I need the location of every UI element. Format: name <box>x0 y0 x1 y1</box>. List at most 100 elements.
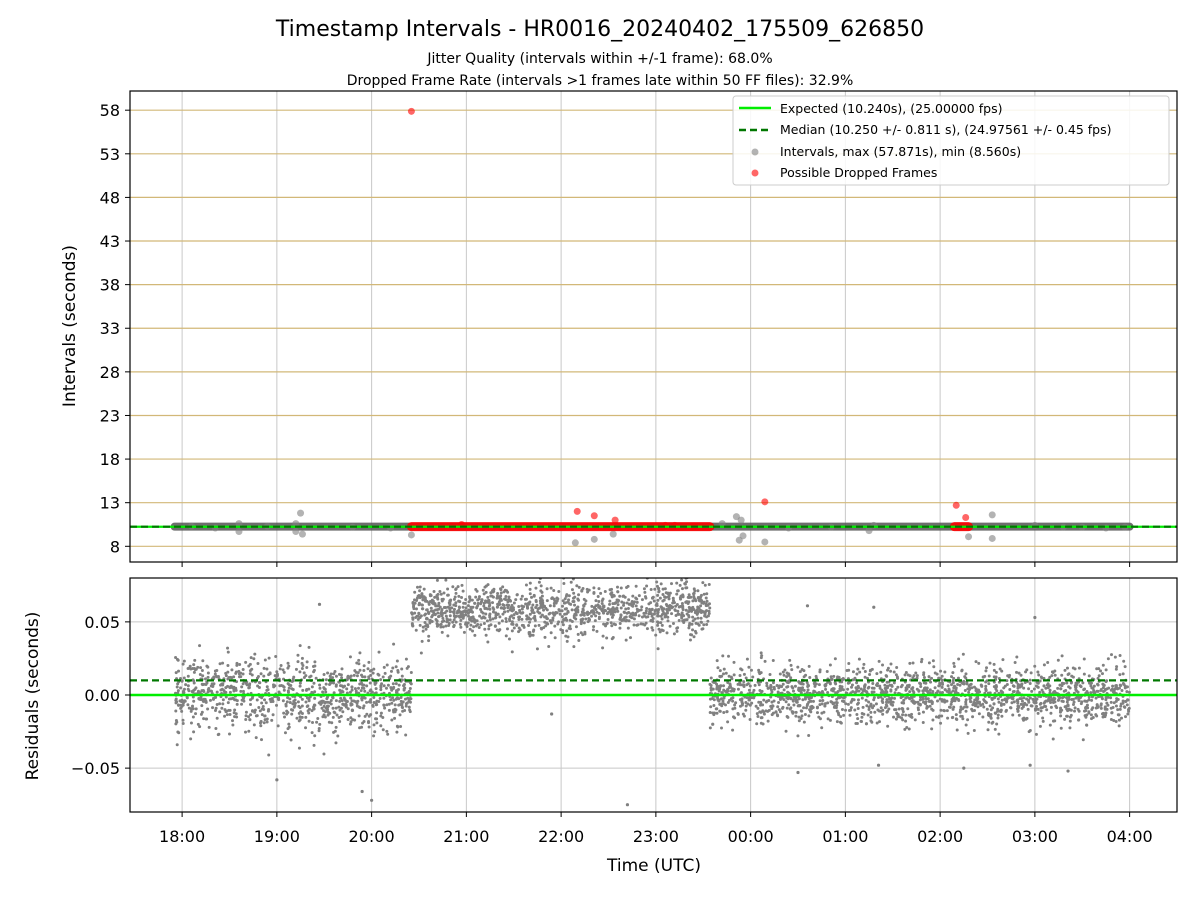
residual-point <box>311 664 315 668</box>
residual-point <box>977 661 981 665</box>
residual-point <box>1022 696 1026 700</box>
residual-point <box>247 715 251 719</box>
residual-point <box>736 711 740 715</box>
residual-point <box>404 702 408 706</box>
residual-point <box>182 659 186 663</box>
residual-point <box>699 620 703 624</box>
residual-point <box>889 700 893 704</box>
residual-point <box>670 612 674 616</box>
residual-point <box>906 707 910 711</box>
residual-point <box>224 686 228 690</box>
residual-point <box>767 699 771 703</box>
residual-point <box>397 697 401 701</box>
residual-point <box>755 722 759 726</box>
residual-point <box>846 687 850 691</box>
residual-point <box>1027 687 1031 691</box>
residual-point <box>597 587 601 591</box>
residual-point <box>663 595 667 599</box>
residual-point <box>887 707 891 711</box>
residual-point <box>194 707 198 711</box>
residual-point <box>973 701 977 705</box>
residual-point <box>953 684 957 688</box>
residual-point <box>820 711 824 715</box>
residual-point <box>543 615 547 619</box>
residual-point <box>691 599 695 603</box>
residual-point <box>369 688 373 692</box>
residual-point <box>391 682 395 686</box>
residual-point <box>1023 701 1027 705</box>
residual-point <box>875 672 879 676</box>
residual-point <box>1049 705 1053 709</box>
residual-point <box>770 700 774 704</box>
residual-point <box>1069 681 1073 685</box>
residual-point <box>344 699 348 703</box>
residual-point <box>437 601 441 605</box>
residual-point <box>940 714 944 718</box>
residual-point <box>835 720 839 724</box>
residual-point <box>1118 673 1122 677</box>
residual-point <box>395 724 399 728</box>
residual-point <box>350 699 354 703</box>
residual-point <box>849 708 853 712</box>
residual-point <box>1010 680 1014 684</box>
residual-point <box>569 580 573 584</box>
residual-point <box>428 621 432 625</box>
residual-point <box>623 595 627 599</box>
residual-point <box>375 721 379 725</box>
residual-point <box>418 623 422 627</box>
residual-point <box>1015 670 1019 674</box>
residual-point <box>962 705 966 709</box>
residual-point <box>333 670 337 674</box>
residual-point <box>329 702 333 706</box>
residual-point <box>967 690 971 694</box>
residual-point <box>952 705 956 709</box>
residual-point <box>802 720 806 724</box>
residual-point <box>326 708 330 712</box>
residual-point <box>802 688 806 692</box>
residual-point <box>797 697 801 701</box>
residual-point <box>564 616 568 620</box>
residual-point <box>860 696 864 700</box>
residual-point <box>483 585 487 589</box>
residual-point <box>1021 717 1025 721</box>
residual-point <box>885 686 889 690</box>
residual-point <box>688 638 692 642</box>
residual-point <box>181 718 185 722</box>
residual-point <box>922 676 926 680</box>
residual-point <box>747 688 751 692</box>
residual-point <box>851 690 855 694</box>
residual-point <box>696 596 700 600</box>
residual-point <box>647 602 651 606</box>
residual-point <box>704 596 708 600</box>
residual-point <box>689 633 693 637</box>
residual-outlier <box>550 712 554 716</box>
residual-point <box>691 619 695 623</box>
residual-point <box>420 603 424 607</box>
residual-point <box>919 660 923 664</box>
residual-point <box>504 617 508 621</box>
residual-point <box>530 606 534 610</box>
residual-point <box>997 732 1001 736</box>
residual-point <box>326 710 330 714</box>
residual-point <box>943 670 947 674</box>
residual-point <box>993 711 997 715</box>
residual-point <box>372 667 376 671</box>
residual-point <box>273 674 277 678</box>
residual-point <box>324 678 328 682</box>
residual-point <box>596 603 600 607</box>
residual-point <box>1103 705 1107 709</box>
residual-point <box>189 721 193 725</box>
residual-point <box>372 695 376 699</box>
residual-point <box>687 615 691 619</box>
residual-point <box>835 703 839 707</box>
residual-point <box>437 614 441 618</box>
residual-point <box>884 674 888 678</box>
residual-point <box>568 624 572 628</box>
residual-point <box>354 670 358 674</box>
residual-point <box>390 718 394 722</box>
residual-point <box>623 611 627 615</box>
residual-point <box>227 697 231 701</box>
residual-point <box>748 718 752 722</box>
residual-point <box>535 603 539 607</box>
residual-point <box>1095 667 1099 671</box>
